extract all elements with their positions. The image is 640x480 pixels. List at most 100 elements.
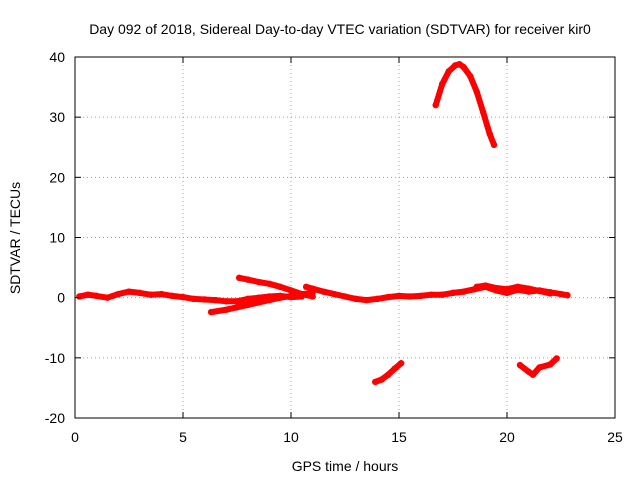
series-1-line — [76, 288, 305, 305]
data-point — [298, 290, 305, 298]
data-point — [486, 130, 493, 138]
data-point — [467, 73, 474, 80]
series-8-line — [432, 61, 497, 148]
data-point — [417, 292, 424, 300]
data-point — [158, 290, 165, 298]
y-tick-label: 30 — [49, 109, 65, 125]
data-point — [233, 298, 241, 305]
data-point — [428, 291, 435, 298]
y-tick-label: 40 — [49, 49, 65, 65]
chart-title: Day 092 of 2018, Sidereal Day-to-day VTE… — [89, 21, 591, 37]
data-point — [397, 360, 405, 367]
data-point — [516, 361, 524, 369]
data-point — [352, 295, 359, 303]
data-point — [449, 289, 457, 297]
x-tick-label: 15 — [391, 429, 407, 445]
data-point — [266, 296, 273, 304]
data-point — [547, 361, 554, 368]
data-point — [244, 295, 251, 303]
y-axis-label: SDTVAR / TECUs — [7, 182, 23, 294]
data-point — [104, 294, 111, 301]
grid — [75, 57, 615, 418]
data-point — [84, 291, 92, 298]
data-point — [525, 285, 532, 292]
data-point — [503, 286, 511, 293]
data-point — [514, 283, 521, 291]
y-tick-label: -20 — [45, 410, 65, 426]
data-point — [564, 292, 571, 299]
data-point — [341, 293, 349, 300]
y-tick-label: -10 — [45, 350, 65, 366]
data-point — [557, 290, 565, 298]
data-point — [378, 376, 385, 383]
data-point — [255, 299, 262, 306]
series-layer — [76, 61, 571, 386]
data-point — [207, 308, 215, 316]
data-point — [406, 293, 413, 300]
data-point — [482, 282, 489, 289]
data-point — [374, 295, 381, 303]
data-point — [266, 280, 273, 288]
data-point — [244, 276, 251, 283]
data-point — [363, 296, 370, 304]
data-point — [529, 371, 537, 378]
data-point — [179, 293, 187, 301]
data-point — [136, 289, 143, 297]
data-point — [212, 296, 219, 304]
data-point — [536, 364, 543, 371]
data-point — [277, 283, 284, 291]
x-tick-label: 20 — [499, 429, 515, 445]
data-point — [302, 283, 310, 291]
data-point — [125, 288, 133, 295]
data-point — [320, 288, 327, 295]
data-point — [372, 378, 379, 386]
data-point — [536, 287, 543, 295]
x-axis-label: GPS time / hours — [292, 458, 399, 474]
data-point — [493, 284, 500, 292]
data-point — [287, 287, 295, 294]
data-point — [277, 294, 284, 301]
data-point — [385, 371, 392, 378]
data-point — [432, 101, 439, 109]
ticks: 0 5 10 15 20 25 -20 -10 0 10 20 30 40 — [45, 49, 623, 445]
data-point — [309, 285, 316, 292]
data-point — [201, 296, 208, 303]
x-tick-label: 25 — [607, 429, 623, 445]
data-point — [93, 292, 100, 300]
data-point — [395, 292, 403, 300]
data-point — [439, 80, 446, 88]
data-point — [223, 306, 230, 313]
data-point — [460, 64, 467, 71]
y-tick-label: 10 — [49, 230, 65, 246]
data-point — [235, 274, 243, 282]
x-tick-label: 5 — [179, 429, 187, 445]
y-tick-label: 0 — [57, 290, 65, 306]
data-point — [233, 304, 241, 311]
x-tick-label: 0 — [71, 429, 79, 445]
data-point — [115, 290, 122, 298]
data-point — [309, 293, 316, 300]
data-point — [547, 290, 554, 297]
data-point — [439, 291, 446, 298]
data-point — [445, 68, 452, 75]
data-point — [147, 291, 154, 298]
data-point — [473, 88, 480, 96]
x-tick-label: 10 — [283, 429, 299, 445]
data-point — [223, 298, 230, 305]
data-point — [169, 292, 176, 300]
data-point — [385, 293, 392, 301]
data-point — [460, 288, 467, 295]
data-point — [480, 109, 487, 116]
data-point — [391, 365, 398, 372]
data-point — [244, 301, 251, 309]
data-point — [331, 290, 338, 298]
data-point — [255, 278, 262, 286]
y-tick-label: 20 — [49, 169, 65, 185]
data-point — [76, 293, 83, 300]
data-point — [490, 141, 498, 149]
data-point — [287, 292, 295, 300]
data-point — [553, 355, 560, 362]
data-point — [473, 283, 480, 291]
data-point — [190, 295, 197, 303]
